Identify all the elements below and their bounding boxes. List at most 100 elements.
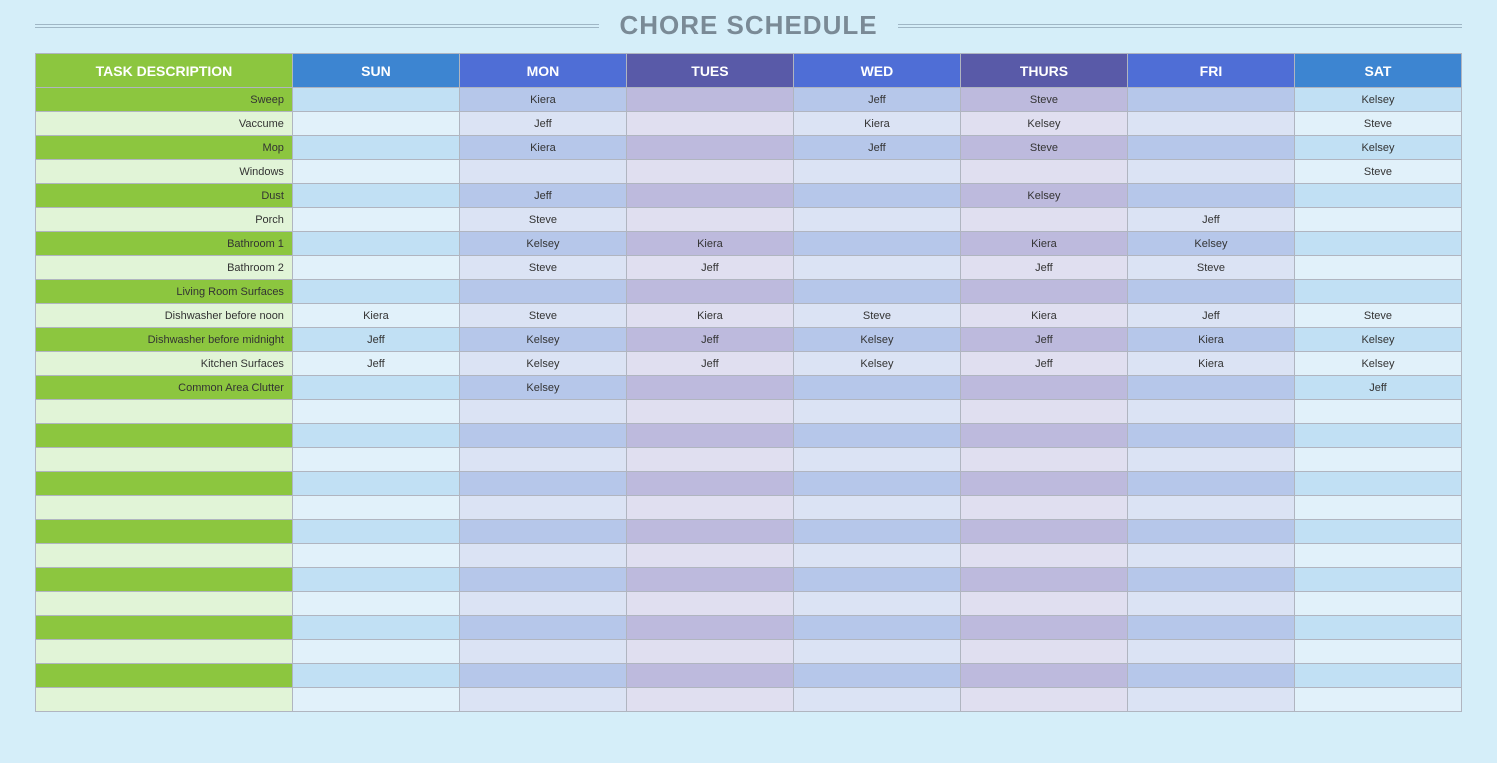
schedule-cell-mon[interactable] (459, 640, 626, 664)
schedule-cell-mon[interactable]: Kelsey (459, 232, 626, 256)
schedule-cell-thurs[interactable]: Jeff (960, 328, 1127, 352)
schedule-cell-wed[interactable] (793, 400, 960, 424)
schedule-cell-mon[interactable] (459, 616, 626, 640)
schedule-cell-mon[interactable] (459, 592, 626, 616)
task-cell[interactable] (36, 424, 293, 448)
schedule-cell-tues[interactable] (626, 208, 793, 232)
task-cell[interactable] (36, 640, 293, 664)
schedule-cell-tues[interactable] (626, 88, 793, 112)
schedule-cell-sun[interactable] (292, 112, 459, 136)
schedule-cell-fri[interactable] (1127, 376, 1294, 400)
schedule-cell-sat[interactable]: Jeff (1294, 376, 1461, 400)
schedule-cell-tues[interactable] (626, 592, 793, 616)
schedule-cell-thurs[interactable] (960, 400, 1127, 424)
schedule-cell-mon[interactable]: Kiera (459, 136, 626, 160)
schedule-cell-sat[interactable]: Steve (1294, 304, 1461, 328)
schedule-cell-fri[interactable] (1127, 688, 1294, 712)
task-cell[interactable]: Kitchen Surfaces (36, 352, 293, 376)
schedule-cell-sun[interactable] (292, 184, 459, 208)
schedule-cell-wed[interactable] (793, 688, 960, 712)
schedule-cell-thurs[interactable] (960, 448, 1127, 472)
schedule-cell-thurs[interactable]: Steve (960, 136, 1127, 160)
schedule-cell-tues[interactable] (626, 688, 793, 712)
schedule-cell-tues[interactable] (626, 496, 793, 520)
task-cell[interactable] (36, 568, 293, 592)
task-cell[interactable] (36, 400, 293, 424)
task-cell[interactable]: Common Area Clutter (36, 376, 293, 400)
task-cell[interactable] (36, 544, 293, 568)
schedule-cell-wed[interactable] (793, 160, 960, 184)
schedule-cell-fri[interactable] (1127, 472, 1294, 496)
task-cell[interactable] (36, 592, 293, 616)
schedule-cell-fri[interactable]: Kiera (1127, 352, 1294, 376)
schedule-cell-sat[interactable] (1294, 592, 1461, 616)
schedule-cell-tues[interactable] (626, 472, 793, 496)
schedule-cell-wed[interactable]: Kelsey (793, 352, 960, 376)
schedule-cell-wed[interactable]: Kelsey (793, 328, 960, 352)
schedule-cell-sat[interactable] (1294, 424, 1461, 448)
schedule-cell-thurs[interactable] (960, 280, 1127, 304)
schedule-cell-sat[interactable] (1294, 568, 1461, 592)
schedule-cell-sat[interactable] (1294, 184, 1461, 208)
schedule-cell-sat[interactable]: Steve (1294, 160, 1461, 184)
schedule-cell-sun[interactable] (292, 280, 459, 304)
schedule-cell-wed[interactable] (793, 664, 960, 688)
schedule-cell-mon[interactable] (459, 688, 626, 712)
task-cell[interactable] (36, 688, 293, 712)
schedule-cell-tues[interactable] (626, 160, 793, 184)
schedule-cell-fri[interactable] (1127, 112, 1294, 136)
schedule-cell-wed[interactable]: Jeff (793, 136, 960, 160)
schedule-cell-tues[interactable] (626, 424, 793, 448)
schedule-cell-mon[interactable]: Kelsey (459, 328, 626, 352)
task-cell[interactable]: Bathroom 1 (36, 232, 293, 256)
schedule-cell-thurs[interactable] (960, 496, 1127, 520)
task-cell[interactable]: Porch (36, 208, 293, 232)
schedule-cell-wed[interactable] (793, 568, 960, 592)
schedule-cell-wed[interactable] (793, 544, 960, 568)
task-cell[interactable] (36, 448, 293, 472)
schedule-cell-thurs[interactable] (960, 160, 1127, 184)
schedule-cell-sat[interactable]: Kelsey (1294, 352, 1461, 376)
schedule-cell-thurs[interactable] (960, 664, 1127, 688)
schedule-cell-thurs[interactable] (960, 640, 1127, 664)
schedule-cell-tues[interactable]: Jeff (626, 328, 793, 352)
schedule-cell-sun[interactable] (292, 520, 459, 544)
task-cell[interactable]: Sweep (36, 88, 293, 112)
schedule-cell-sat[interactable]: Kelsey (1294, 88, 1461, 112)
task-cell[interactable] (36, 616, 293, 640)
schedule-cell-mon[interactable] (459, 472, 626, 496)
schedule-cell-sun[interactable] (292, 568, 459, 592)
schedule-cell-sun[interactable] (292, 400, 459, 424)
schedule-cell-fri[interactable] (1127, 136, 1294, 160)
schedule-cell-tues[interactable] (626, 664, 793, 688)
schedule-cell-tues[interactable] (626, 640, 793, 664)
schedule-cell-sat[interactable] (1294, 208, 1461, 232)
schedule-cell-wed[interactable]: Steve (793, 304, 960, 328)
schedule-cell-wed[interactable] (793, 472, 960, 496)
schedule-cell-fri[interactable] (1127, 664, 1294, 688)
schedule-cell-mon[interactable] (459, 496, 626, 520)
task-cell[interactable] (36, 520, 293, 544)
schedule-cell-tues[interactable] (626, 184, 793, 208)
schedule-cell-wed[interactable] (793, 184, 960, 208)
schedule-cell-tues[interactable] (626, 520, 793, 544)
schedule-cell-sat[interactable] (1294, 256, 1461, 280)
schedule-cell-fri[interactable] (1127, 496, 1294, 520)
schedule-cell-sun[interactable] (292, 664, 459, 688)
schedule-cell-sat[interactable] (1294, 448, 1461, 472)
schedule-cell-thurs[interactable]: Kelsey (960, 184, 1127, 208)
schedule-cell-thurs[interactable] (960, 376, 1127, 400)
schedule-cell-thurs[interactable]: Jeff (960, 256, 1127, 280)
schedule-cell-sat[interactable] (1294, 472, 1461, 496)
schedule-cell-sat[interactable] (1294, 496, 1461, 520)
schedule-cell-mon[interactable]: Kelsey (459, 352, 626, 376)
task-cell[interactable]: Dishwasher before midnight (36, 328, 293, 352)
schedule-cell-wed[interactable] (793, 232, 960, 256)
schedule-cell-sat[interactable]: Kelsey (1294, 136, 1461, 160)
schedule-cell-wed[interactable]: Jeff (793, 88, 960, 112)
task-cell[interactable]: Dishwasher before noon (36, 304, 293, 328)
schedule-cell-sun[interactable] (292, 160, 459, 184)
schedule-cell-sun[interactable]: Jeff (292, 328, 459, 352)
schedule-cell-tues[interactable] (626, 544, 793, 568)
schedule-cell-sun[interactable] (292, 208, 459, 232)
